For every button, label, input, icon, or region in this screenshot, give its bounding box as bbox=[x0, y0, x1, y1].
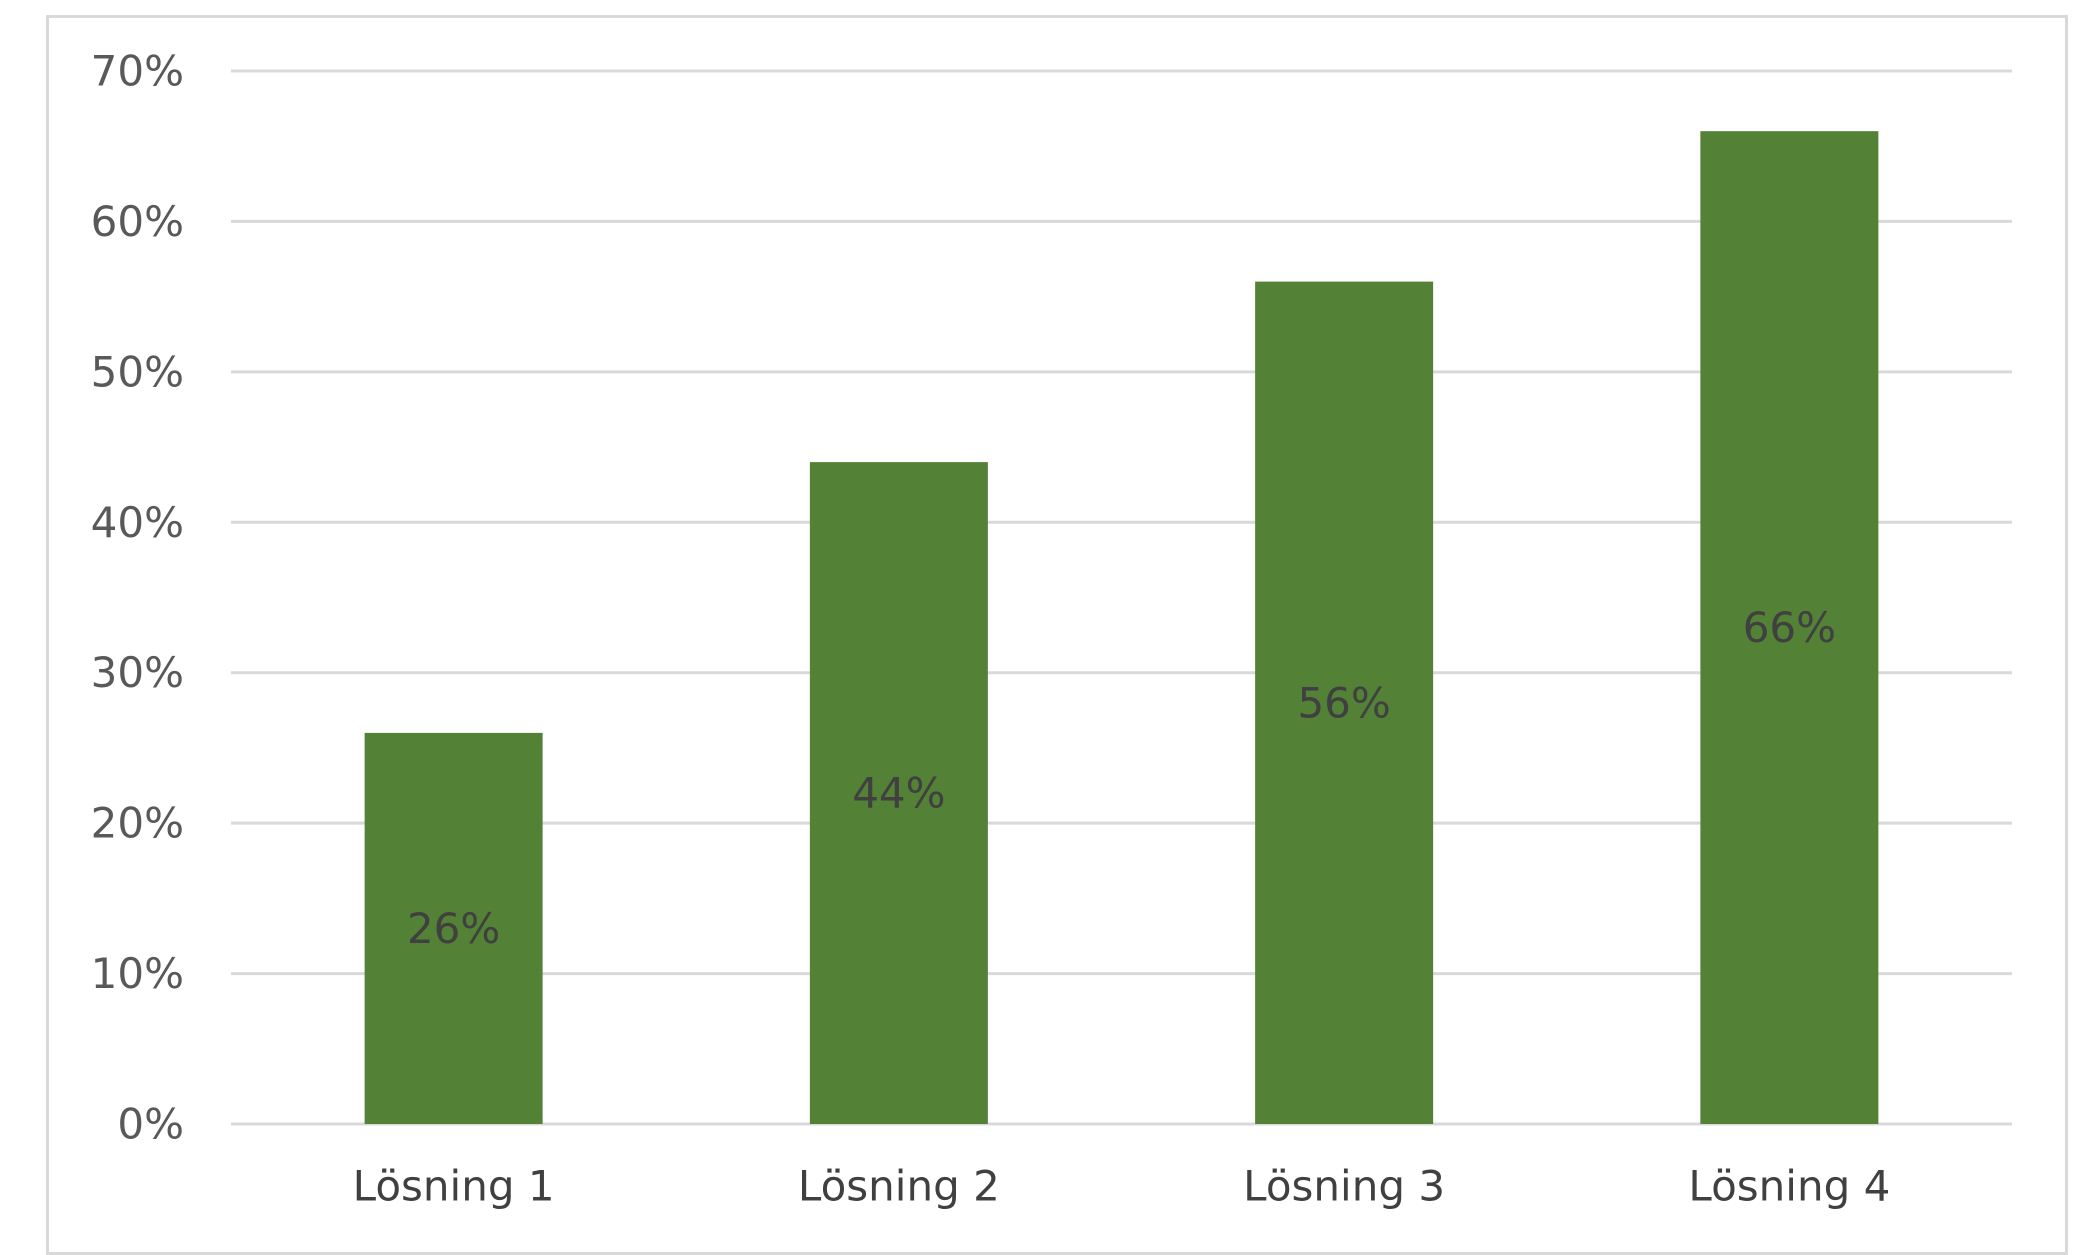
bar-data-label: 56% bbox=[1297, 678, 1390, 727]
x-axis: Lösning 1 Lösning 2 Lösning 3 Lösning 4 bbox=[353, 1162, 1891, 1211]
category-label: Lösning 2 bbox=[798, 1162, 1000, 1211]
bar bbox=[1255, 281, 1434, 1125]
bar-data-label: 66% bbox=[1743, 603, 1836, 652]
y-tick-label: 50% bbox=[91, 347, 184, 396]
y-tick-label: 30% bbox=[91, 648, 184, 697]
bar bbox=[809, 462, 988, 1125]
bar-data-label: 44% bbox=[852, 769, 945, 818]
category-label: Lösning 4 bbox=[1688, 1162, 1890, 1211]
y-tick-label: 0% bbox=[117, 1100, 184, 1149]
y-axis: 0% 10% 20% 30% 40% 50% 60% 70% bbox=[91, 47, 184, 1149]
category-label: Lösning 3 bbox=[1243, 1162, 1445, 1211]
y-tick-label: 60% bbox=[91, 197, 184, 246]
y-tick-label: 20% bbox=[91, 799, 184, 848]
bar bbox=[364, 732, 543, 1124]
data-labels: 26% 44% 56% 66% bbox=[407, 603, 1836, 953]
y-tick-label: 70% bbox=[91, 47, 184, 96]
y-tick-label: 40% bbox=[91, 498, 184, 547]
category-label: Lösning 1 bbox=[353, 1162, 555, 1211]
bar bbox=[1700, 131, 1879, 1124]
y-tick-label: 10% bbox=[91, 949, 184, 998]
bars bbox=[364, 131, 1879, 1125]
bar-data-label: 26% bbox=[407, 904, 500, 953]
